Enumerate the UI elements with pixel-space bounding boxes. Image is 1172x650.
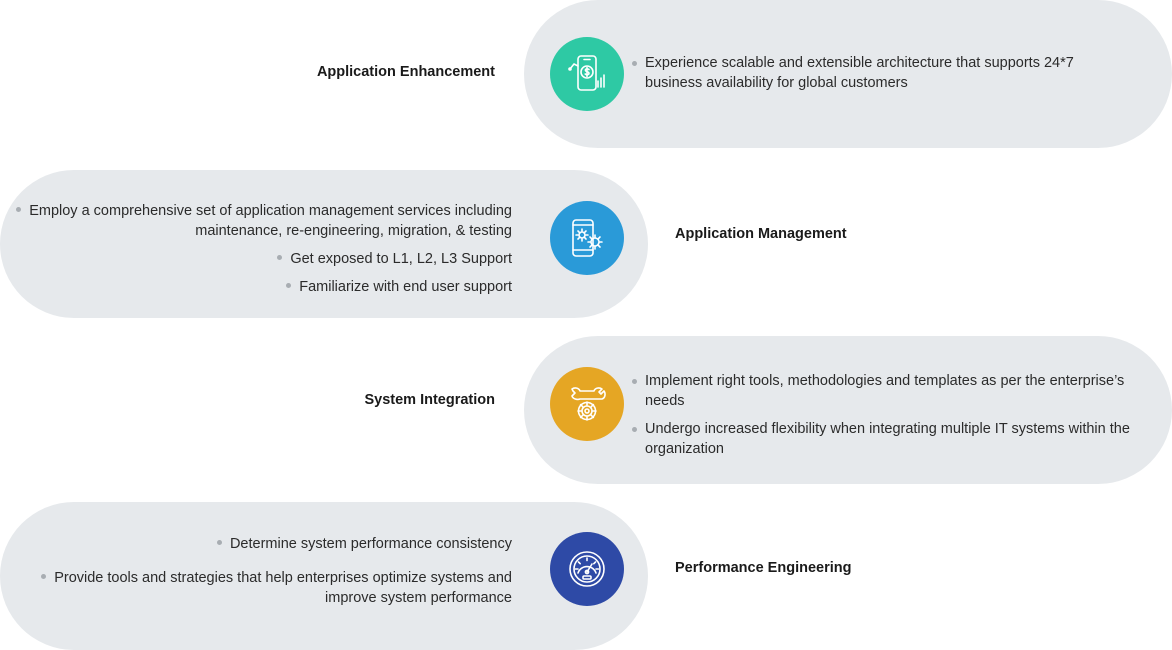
service-card-background bbox=[524, 336, 1172, 484]
service-title: Performance Engineering bbox=[675, 560, 852, 576]
service-title: Application Management bbox=[675, 226, 847, 242]
bullet-text: Provide tools and strategies that help e… bbox=[54, 570, 512, 606]
bullet-item: Get exposed to L1, L2, L3 Support bbox=[0, 249, 512, 269]
bullet-list: Employ a comprehensive set of applicatio… bbox=[0, 201, 512, 305]
bullet-item: Implement right tools, methodologies and… bbox=[632, 371, 1132, 411]
service-card-background bbox=[0, 170, 648, 318]
service-row-application-enhancement: Application Enhancement Experience scala… bbox=[0, 0, 1172, 148]
service-card-background bbox=[524, 0, 1172, 148]
bullet-item: Determine system performance consistency bbox=[0, 534, 512, 554]
bullet-item: Experience scalable and extensible archi… bbox=[632, 53, 1132, 93]
bullet-item: Familiarize with end user support bbox=[0, 277, 512, 297]
bullet-list: Experience scalable and extensible archi… bbox=[632, 53, 1132, 101]
mobile-gears-icon bbox=[550, 201, 624, 275]
bullet-list: Implement right tools, methodologies and… bbox=[632, 371, 1132, 467]
service-row-system-integration: System Integration Implement right tools… bbox=[0, 336, 1172, 484]
bullet-dot bbox=[41, 573, 47, 579]
service-card-background bbox=[0, 502, 648, 650]
bullet-dot bbox=[16, 206, 22, 212]
bullet-item: Undergo increased flexibility when integ… bbox=[632, 419, 1132, 459]
bullet-text: Get exposed to L1, L2, L3 Support bbox=[290, 251, 512, 267]
bullet-dot bbox=[286, 282, 292, 288]
bullet-item: Provide tools and strategies that help e… bbox=[0, 568, 512, 608]
bullet-text: Employ a comprehensive set of applicatio… bbox=[29, 203, 512, 239]
bullet-text: Familiarize with end user support bbox=[299, 279, 512, 295]
service-row-application-management: Application Management Employ a comprehe… bbox=[0, 170, 1172, 318]
speedometer-icon bbox=[550, 532, 624, 606]
wrench-gear-icon bbox=[550, 367, 624, 441]
bullet-list: Determine system performance consistency… bbox=[0, 534, 512, 616]
service-title: Application Enhancement bbox=[316, 64, 495, 80]
service-title: System Integration bbox=[364, 392, 495, 408]
service-row-performance-engineering: Performance Engineering Determine system… bbox=[0, 502, 1172, 650]
bullet-item: Employ a comprehensive set of applicatio… bbox=[0, 201, 512, 241]
bullet-dot bbox=[277, 254, 283, 260]
bullet-text: Determine system performance consistency bbox=[229, 536, 512, 552]
mobile-dollar-chart-icon bbox=[550, 37, 624, 111]
bullet-dot bbox=[216, 539, 222, 545]
